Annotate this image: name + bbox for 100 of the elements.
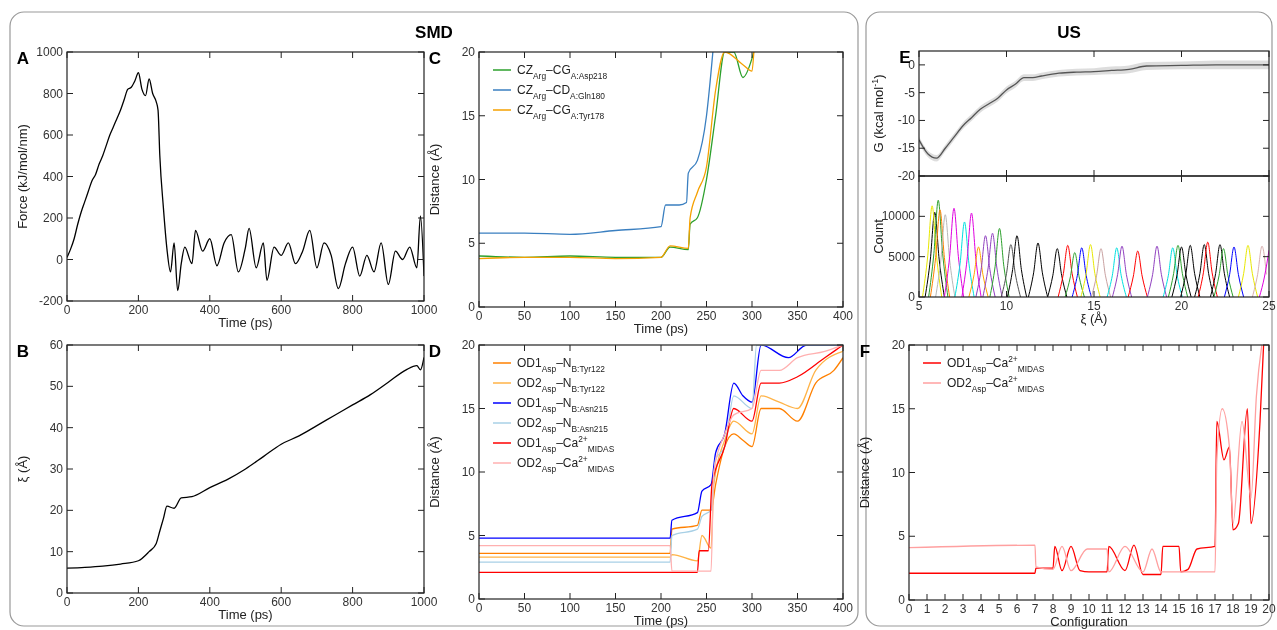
x-tick-label: 200 xyxy=(650,601,672,615)
y-tick-label: 10 xyxy=(49,544,64,559)
y-axis-title: Distance (Å) xyxy=(427,143,442,216)
y-tick-label: 15 xyxy=(891,401,906,416)
y-tick-label: 50 xyxy=(49,379,64,394)
y-tick-label: 10 xyxy=(891,465,906,480)
chart-title: D xyxy=(428,342,442,361)
x-tick-label: 250 xyxy=(696,601,717,615)
y-tick-label: 15 xyxy=(461,108,476,123)
x-tick-label: 18 xyxy=(1226,602,1240,616)
x-tick-label: 600 xyxy=(271,595,292,609)
y-tick-label: 0 xyxy=(908,290,916,304)
x-tick-label: 5 xyxy=(995,602,1003,616)
y-axis-title: Distance (Å) xyxy=(857,436,872,509)
x-tick-label: 16 xyxy=(1190,602,1204,616)
chart-title: C xyxy=(428,49,442,68)
x-axis-title: Time (ps) xyxy=(218,315,273,330)
x-tick-label: 15 xyxy=(1087,299,1101,313)
x-tick-label: 20 xyxy=(1174,299,1189,313)
x-tick-label: 10 xyxy=(999,299,1014,313)
y-tick-label: 20 xyxy=(891,338,906,352)
y-tick-label: 200 xyxy=(42,211,64,225)
x-tick-label: 19 xyxy=(1244,602,1258,616)
legend-label: CZ$_{Arg}$–CD$_{A:Gln180}$ xyxy=(517,83,606,101)
text: US xyxy=(1057,23,1081,42)
x-tick-label: 800 xyxy=(342,303,363,317)
y-tick-label: 400 xyxy=(42,169,64,184)
y-tick-label: 20 xyxy=(461,338,476,352)
chart-title: B xyxy=(16,342,30,361)
x-tick-label: 9 xyxy=(1067,602,1075,616)
x-tick-label: 600 xyxy=(271,303,292,317)
y-axis-title: ξ (Å) xyxy=(15,455,30,483)
x-tick-label: 350 xyxy=(787,309,808,323)
x-axis-title: Time (ps) xyxy=(633,613,689,628)
x-tick-label: 8 xyxy=(1049,602,1057,616)
x-tick-label: 300 xyxy=(741,309,763,323)
y-tick-label: 20 xyxy=(461,45,476,59)
legend-label: OD1$_{Asp}$–N$_{B:Asn215}$ xyxy=(517,396,609,414)
y-tick-label: 1000 xyxy=(36,45,64,59)
y-tick-label: 800 xyxy=(42,86,64,101)
y-tick-label: 20 xyxy=(49,503,64,518)
x-tick-label: 6 xyxy=(1013,602,1021,616)
y-tick-label: -15 xyxy=(897,141,916,156)
y-axis-title: Distance (Å) xyxy=(427,436,442,508)
x-tick-label: 13 xyxy=(1136,602,1150,616)
x-tick-label: 1 xyxy=(923,602,931,616)
y-tick-label: 10 xyxy=(461,172,476,187)
y-tick-label: -10 xyxy=(897,113,916,128)
x-tick-label: 400 xyxy=(832,309,854,323)
legend-label: CZ$_{Arg}$–CG$_{A:Asp218}$ xyxy=(517,63,608,81)
y-axis-title: Force (kJ/mol/nm) xyxy=(15,124,30,229)
x-tick-label: 10 xyxy=(1082,602,1096,616)
x-tick-label: 200 xyxy=(128,595,149,609)
x-axis-title: Configuration xyxy=(1050,614,1128,629)
legend-label: OD2$_{Asp}$–N$_{B:Asn215}$ xyxy=(517,416,609,434)
y-tick-label: 600 xyxy=(42,128,64,142)
x-tick-label: 14 xyxy=(1154,602,1168,616)
x-tick-label: 50 xyxy=(517,601,532,615)
y-tick-label: 60 xyxy=(49,338,64,352)
x-tick-label: 800 xyxy=(342,595,363,609)
x-tick-label: 12 xyxy=(1118,602,1132,616)
y-tick-label: 0 xyxy=(56,586,64,600)
legend-label: CZ$_{Arg}$–CG$_{A:Tyr178}$ xyxy=(517,103,605,121)
y-tick-label: 30 xyxy=(49,462,64,476)
x-tick-label: 20 xyxy=(1262,602,1276,616)
y-tick-label: 10 xyxy=(461,465,476,479)
x-tick-label: 25 xyxy=(1262,299,1276,313)
y-tick-label: -200 xyxy=(38,294,64,308)
x-tick-label: 200 xyxy=(128,303,149,317)
x-tick-label: 3 xyxy=(959,602,967,616)
y-tick-label: 15 xyxy=(461,401,476,416)
x-axis-title: Time (ps) xyxy=(218,607,273,622)
x-tick-label: 1000 xyxy=(410,303,438,317)
x-tick-label: 300 xyxy=(741,601,763,615)
x-tick-label: 50 xyxy=(517,309,532,323)
y-tick-label: 5 xyxy=(468,236,476,251)
x-tick-label: 350 xyxy=(787,601,808,615)
x-tick-label: 1000 xyxy=(410,595,438,609)
x-tick-label: 15 xyxy=(1172,602,1186,616)
x-axis-title: ξ (Å) xyxy=(1080,311,1108,326)
legend-label: OD1$_{Asp}$–N$_{B:Tyr122}$ xyxy=(517,356,606,374)
x-tick-label: 400 xyxy=(832,601,854,615)
x-tick-label: 150 xyxy=(605,309,626,323)
x-axis-title: Time (ps) xyxy=(633,321,689,336)
x-tick-label: 17 xyxy=(1208,602,1222,616)
chart-title: A xyxy=(16,49,30,68)
text: SMD xyxy=(415,23,453,42)
chart-title: F xyxy=(859,342,871,361)
x-tick-label: 400 xyxy=(199,303,221,317)
x-tick-label: 7 xyxy=(1031,602,1039,616)
legend-label: OD2$_{Asp}$–N$_{B:Tyr122}$ xyxy=(517,376,606,394)
y-tick-label: 0 xyxy=(56,252,64,267)
y-tick-label: 5 xyxy=(898,529,906,544)
x-tick-label: 200 xyxy=(650,309,672,323)
y-tick-label: -20 xyxy=(897,169,916,183)
y-tick-label: -5 xyxy=(904,85,916,100)
y-tick-label: 40 xyxy=(49,420,64,435)
y-tick-label: 5 xyxy=(468,528,476,543)
x-tick-label: 11 xyxy=(1100,602,1114,616)
y-tick-label: 5000 xyxy=(888,249,916,264)
